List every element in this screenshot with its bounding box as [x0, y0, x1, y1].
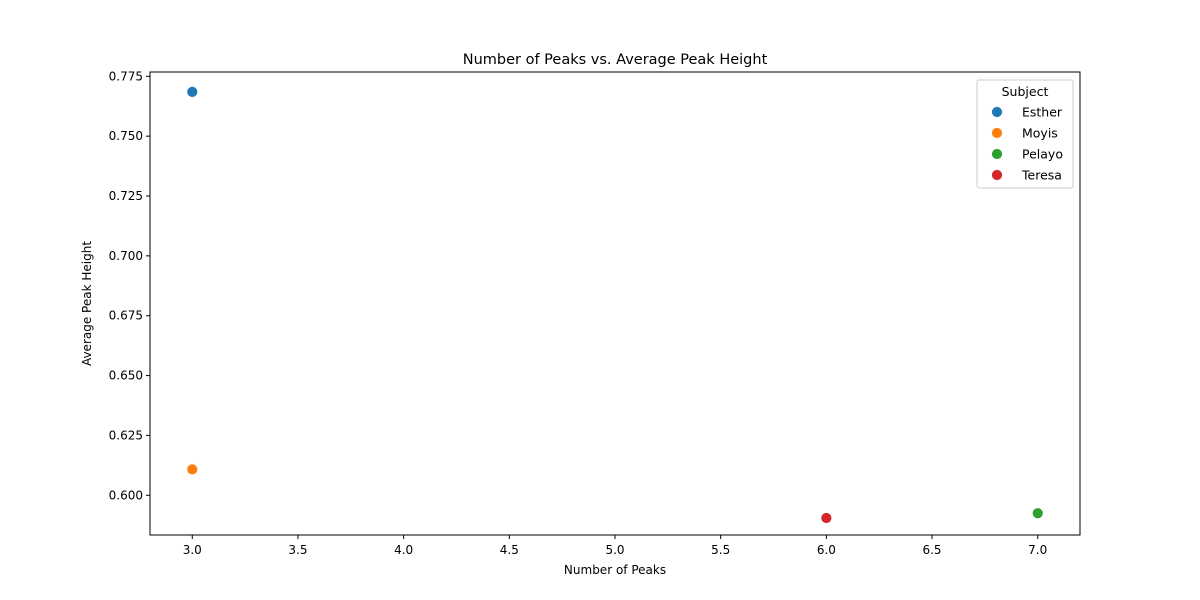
- x-tick-label: 7.0: [1028, 543, 1047, 557]
- data-point-esther: [186, 85, 199, 98]
- x-tick-label: 3.5: [288, 543, 307, 557]
- x-axis-label: Number of Peaks: [564, 563, 666, 577]
- data-point-moyis: [186, 463, 199, 476]
- legend-label: Esther: [1022, 105, 1063, 120]
- x-tick-label: 5.5: [711, 543, 730, 557]
- legend-label: Moyis: [1022, 126, 1058, 141]
- x-tick-label: 6.5: [922, 543, 941, 557]
- y-tick-label: 0.625: [109, 428, 143, 442]
- legend-marker: [991, 169, 1003, 181]
- x-tick-label: 5.0: [605, 543, 624, 557]
- y-tick-label: 0.700: [109, 249, 143, 263]
- y-tick-label: 0.725: [109, 189, 143, 203]
- data-point-pelayo: [1031, 507, 1044, 520]
- data-points: [186, 85, 1044, 524]
- legend-marker: [991, 148, 1003, 160]
- x-tick-label: 4.0: [394, 543, 413, 557]
- legend-label: Teresa: [1021, 168, 1062, 183]
- legend-label: Pelayo: [1022, 147, 1063, 162]
- y-axis-label: Average Peak Height: [80, 241, 94, 366]
- y-tick-label: 0.650: [109, 369, 143, 383]
- y-tick-label: 0.775: [109, 69, 143, 83]
- legend-box: [976, 79, 1074, 189]
- x-tick-label: 4.5: [500, 543, 519, 557]
- y-tick-label: 0.600: [109, 488, 143, 502]
- legend-marker: [991, 127, 1003, 139]
- chart-title: Number of Peaks vs. Average Peak Height: [463, 52, 768, 68]
- legend-marker: [991, 106, 1003, 118]
- legend-items: Esther Moyis Pelayo Teresa: [991, 105, 1063, 183]
- legend: Subject Esther Moyis Pelayo Teresa: [976, 79, 1074, 189]
- x-tick-label: 6.0: [817, 543, 836, 557]
- y-tick-label: 0.750: [109, 129, 143, 143]
- y-tick-label: 0.675: [109, 309, 143, 323]
- x-tick-label: 3.0: [183, 543, 202, 557]
- y-axis-ticks: 0.600 0.625 0.650 0.675 0.700 0.725 0.750 0.775: [109, 69, 150, 502]
- legend-title: Subject: [1002, 84, 1049, 99]
- x-axis-ticks: 3.0 3.5 4.0 4.5 5.0 5.5 6.0 6.5 7.0: [183, 535, 1047, 557]
- data-point-teresa: [820, 512, 833, 524]
